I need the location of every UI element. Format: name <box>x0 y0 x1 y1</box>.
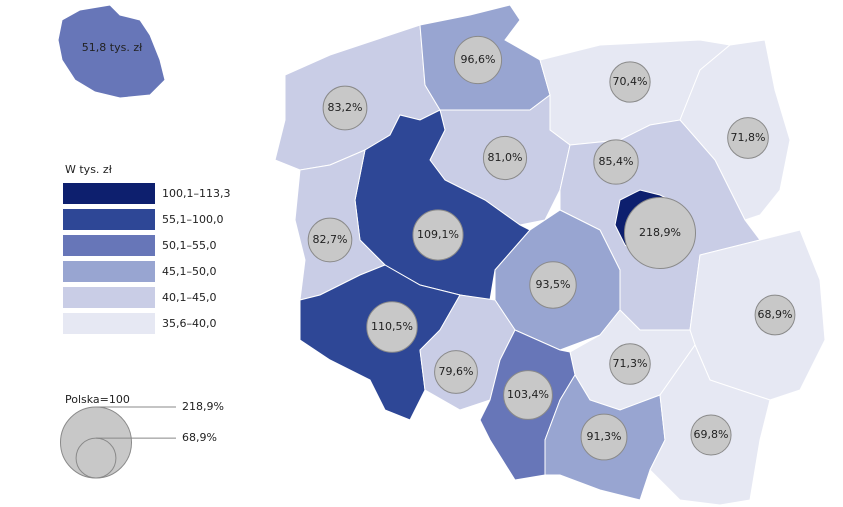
region-bubble <box>322 85 368 131</box>
region-label: 69,8% <box>694 428 729 441</box>
region-label: 81,0% <box>488 151 523 164</box>
region-label: 71,8% <box>731 131 766 144</box>
region-bubble <box>690 414 732 456</box>
region-label: 109,1% <box>417 228 459 241</box>
legend <box>63 183 155 334</box>
inset-shape <box>57 4 166 99</box>
region-bubble <box>593 139 639 185</box>
region-bubble <box>580 413 628 461</box>
region-bubble <box>529 261 577 309</box>
region-bubble <box>453 35 503 85</box>
size-legend-bubble <box>75 437 117 479</box>
region-label: 79,6% <box>439 365 474 378</box>
region-label: 70,4% <box>613 75 648 88</box>
legend-label: 55,1–100,0 <box>162 213 223 226</box>
region-label: 103,4% <box>507 388 549 401</box>
region-label: 82,7% <box>313 233 348 246</box>
region-bubble <box>609 61 651 103</box>
region-label: 91,3% <box>587 430 622 443</box>
legend-label: 100,1–113,3 <box>162 187 230 200</box>
legend-label: 35,6–40,0 <box>162 317 216 330</box>
size-legend-label: 68,9% <box>182 431 217 444</box>
region-label: 83,2% <box>328 101 363 114</box>
legend-swatch <box>63 209 155 230</box>
region-bubble <box>503 370 553 420</box>
legend-swatch <box>63 183 155 204</box>
region-bubble <box>754 294 796 336</box>
legend-label: 50,1–55,0 <box>162 239 216 252</box>
legend-label: 45,1–50,0 <box>162 265 216 278</box>
legend-swatch <box>63 261 155 282</box>
region-bubble <box>482 135 528 181</box>
region-bubble <box>623 196 697 270</box>
legend-title: W tys. zł <box>65 163 113 176</box>
size-legend-label: 218,9% <box>182 400 224 413</box>
legend-swatch <box>63 235 155 256</box>
legend-swatch <box>63 313 155 334</box>
region-label: 110,5% <box>371 320 413 333</box>
region-label: 85,4% <box>599 155 634 168</box>
region-label: 93,5% <box>536 278 571 291</box>
legend-label: 40,1–45,0 <box>162 291 216 304</box>
region-label: 68,9% <box>758 308 793 321</box>
region-bubble <box>434 350 478 394</box>
region-bubble <box>412 209 464 261</box>
region-bubble <box>727 117 769 159</box>
region-bubble <box>609 343 651 385</box>
region-label: 71,3% <box>613 357 648 370</box>
region-bubble <box>307 217 353 263</box>
inset-label: 51,8 tys. zł <box>82 41 143 54</box>
size-legend-title: Polska=100 <box>65 393 130 406</box>
legend-swatch <box>63 287 155 308</box>
region-bubble <box>366 301 418 353</box>
region-label: 96,6% <box>461 53 496 66</box>
regions <box>274 4 826 506</box>
region-label: 218,9% <box>639 226 681 239</box>
